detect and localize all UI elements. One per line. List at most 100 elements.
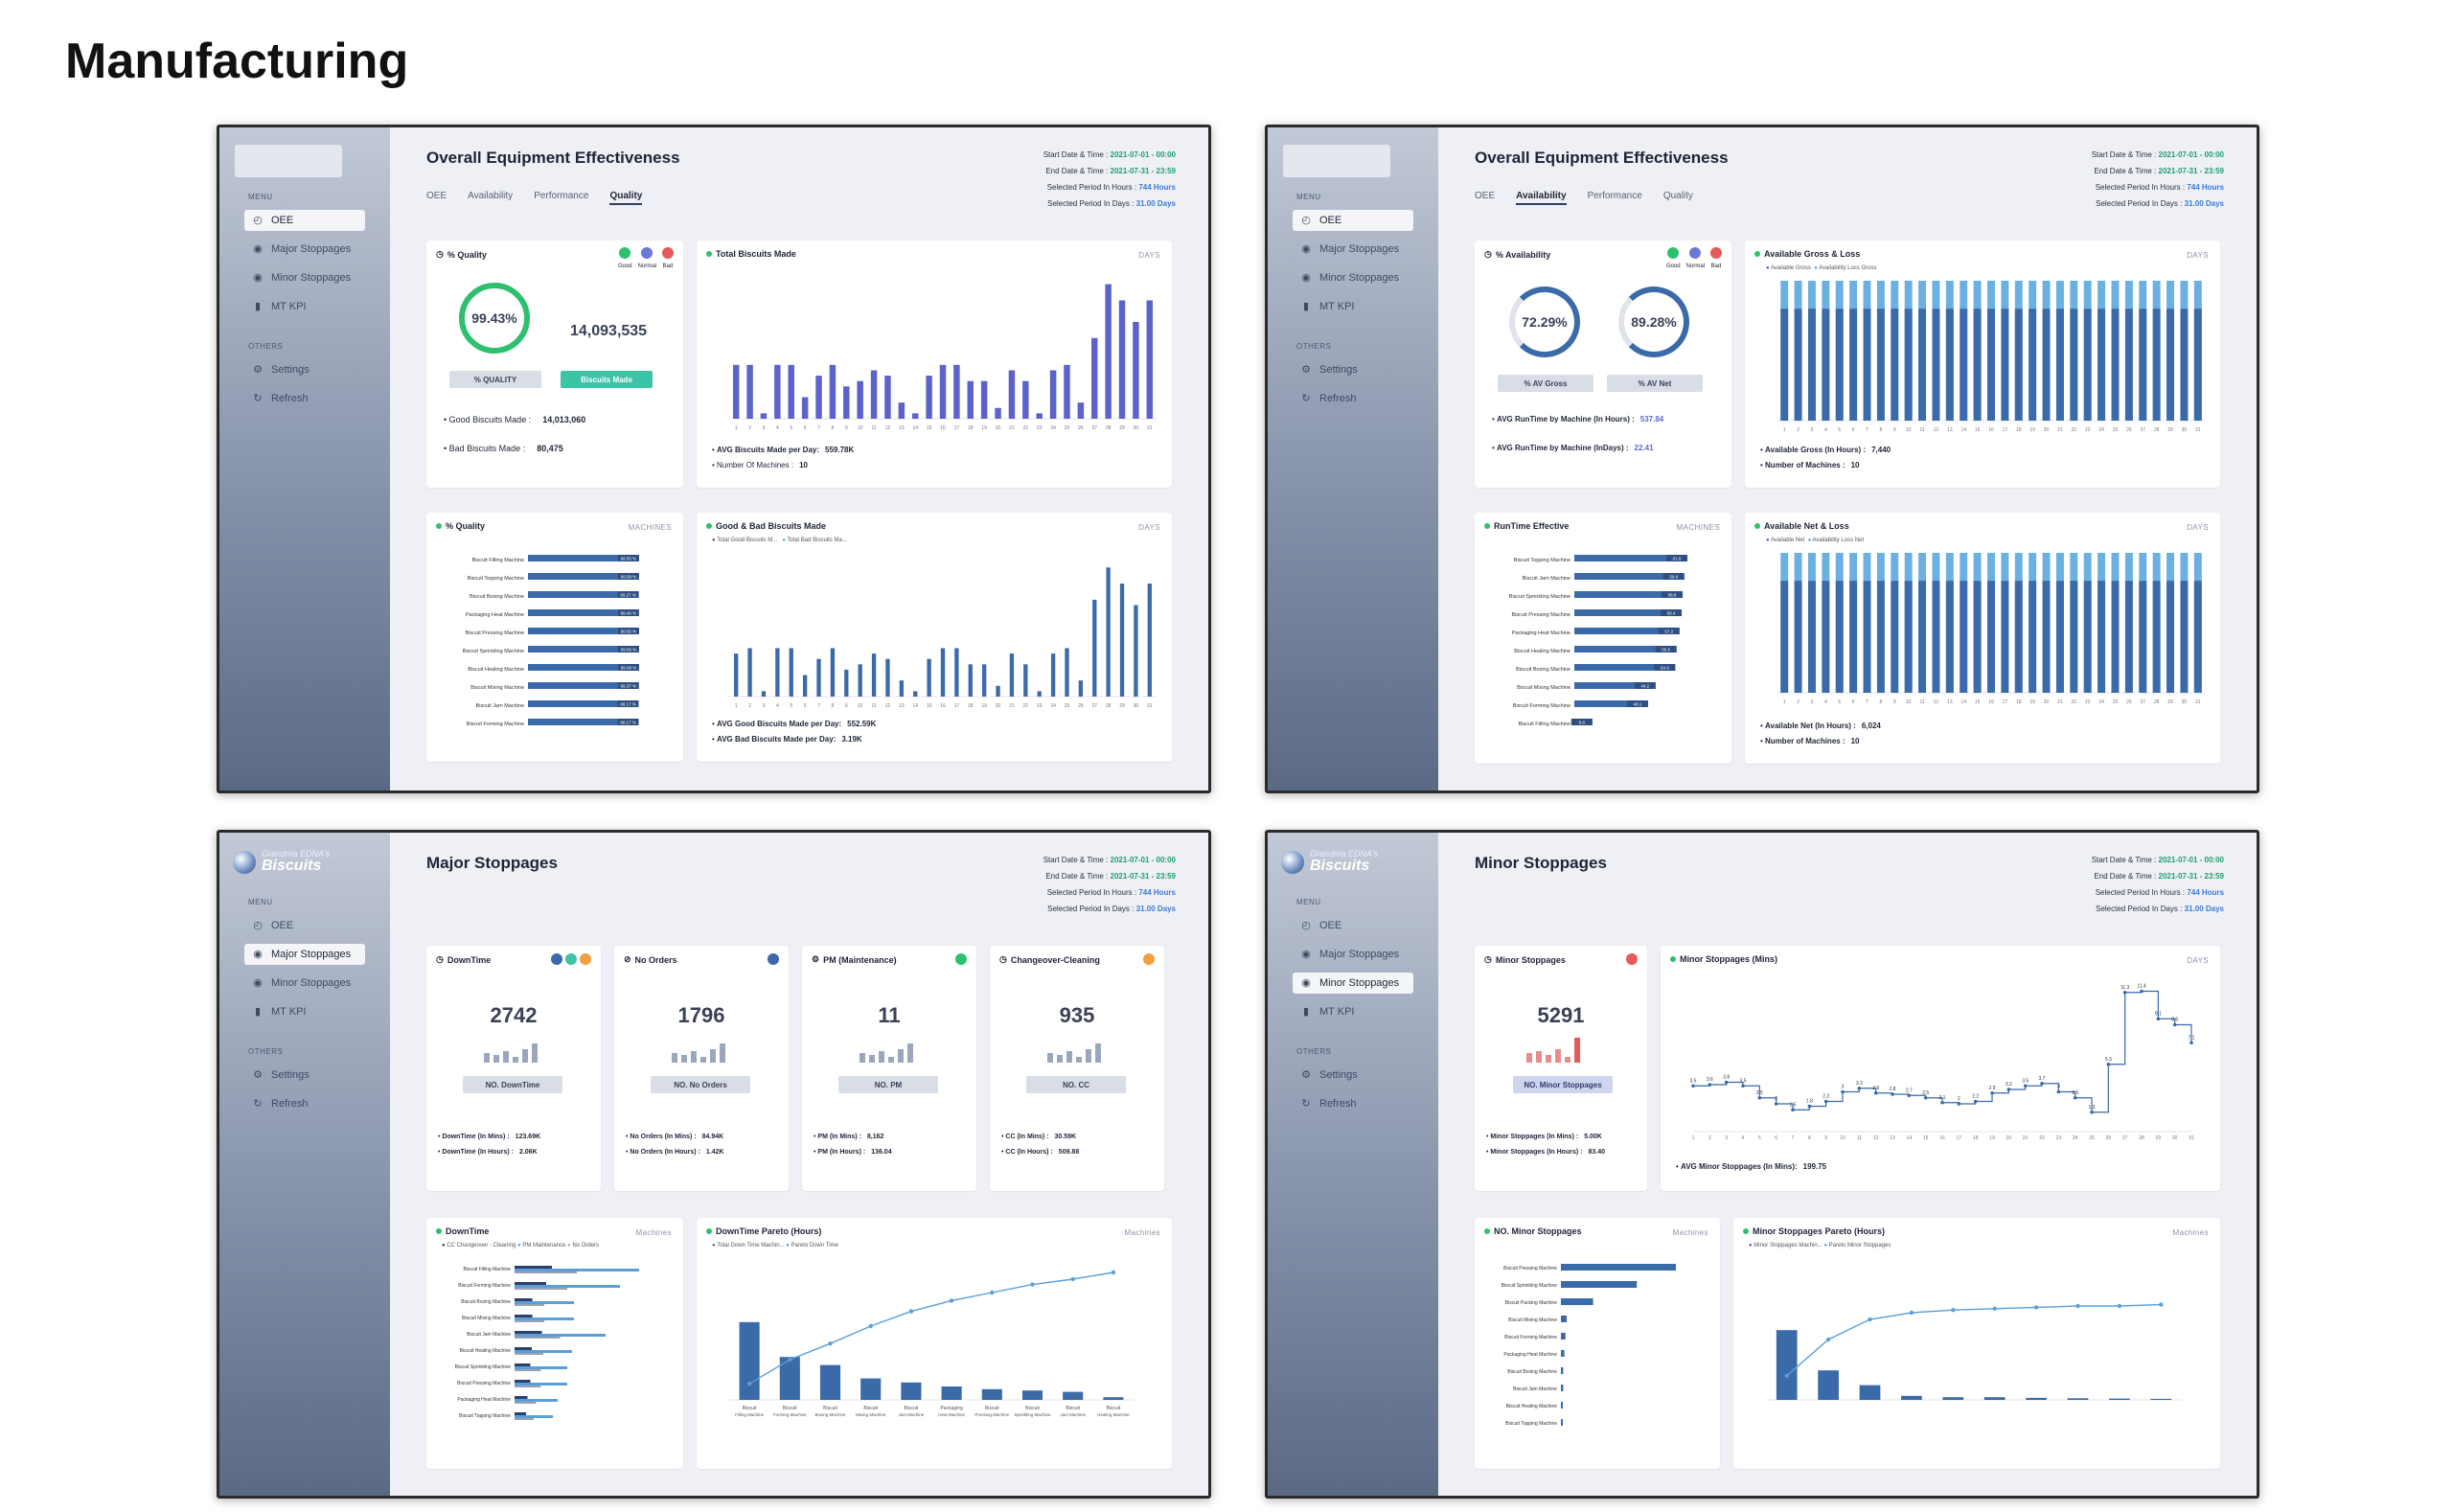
sidebar-item-major-stoppages[interactable]: ◉ Major Stoppages bbox=[1301, 243, 1400, 255]
oee-icon: ◴ bbox=[253, 920, 263, 931]
y-tick-label: Packaging Heat Machine bbox=[457, 1397, 511, 1403]
sidebar-item-refresh[interactable]: ↻ Refresh bbox=[1301, 393, 1357, 404]
data-label: 99.56 % bbox=[621, 648, 637, 653]
x-tick-label: 23 bbox=[2085, 699, 2091, 705]
data-label: 55.6 bbox=[1662, 648, 1670, 653]
bar bbox=[528, 628, 639, 634]
x-tick-label: 2 bbox=[748, 703, 751, 709]
data-label: 3 bbox=[1842, 1085, 1845, 1090]
others-section-label: OTHERS bbox=[1296, 1047, 1332, 1056]
stop-icon: ◉ bbox=[253, 977, 263, 989]
bar bbox=[1960, 309, 1968, 421]
x-tick-label: 25 bbox=[1065, 703, 1070, 709]
sidebar-item-settings[interactable]: ⚙ Settings bbox=[253, 1069, 309, 1081]
y-tick-label: Packaging Heat Machine bbox=[466, 612, 524, 618]
avg-runtime-days: • AVG RunTime by Machine (InDays) :22.41 bbox=[1492, 444, 1654, 452]
sidebar-item-settings[interactable]: ⚙ Settings bbox=[1301, 1069, 1358, 1081]
sidebar-item-minor-stoppages[interactable]: ◉ Minor Stoppages bbox=[253, 272, 352, 284]
stop-icon: ◉ bbox=[1301, 977, 1311, 989]
bar bbox=[760, 413, 768, 419]
bar bbox=[1973, 309, 1982, 421]
tab-performance[interactable]: Performance bbox=[1587, 191, 1642, 201]
bar bbox=[844, 669, 849, 697]
x-tick-label: 18 bbox=[1973, 1135, 1979, 1141]
x-tick-label: 4 bbox=[1824, 699, 1827, 705]
sidebar-item-oee[interactable]: ◴ OEE bbox=[1293, 210, 1413, 231]
pareto-point bbox=[788, 1357, 792, 1363]
availability-card: ◷% Availability Good Normal Bad 72.29% 8… bbox=[1475, 241, 1731, 488]
x-tick-label: 11 bbox=[871, 425, 876, 431]
tab-oee[interactable]: OEE bbox=[426, 191, 447, 201]
bar bbox=[789, 648, 793, 697]
sidebar-item-oee[interactable]: ◴ OEE bbox=[244, 210, 365, 231]
x-tick-label: 17 bbox=[2003, 699, 2008, 705]
tab-quality[interactable]: Quality bbox=[1662, 191, 1693, 201]
sidebar-item-refresh[interactable]: ↻ Refresh bbox=[1301, 1098, 1357, 1110]
x-tick-label: Biscuit bbox=[1025, 1406, 1040, 1411]
others-section-label: OTHERS bbox=[248, 1047, 284, 1056]
bar bbox=[1863, 309, 1871, 421]
dashboard-title: Major Stoppages bbox=[426, 854, 558, 872]
sidebar-item-refresh[interactable]: ↻ Refresh bbox=[253, 393, 309, 404]
x-tick-label: 9 bbox=[845, 425, 848, 431]
tab-availability[interactable]: Availability bbox=[1516, 191, 1567, 205]
data-label: 1.8 bbox=[1806, 1099, 1813, 1105]
bar-pm bbox=[515, 1334, 606, 1337]
sidebar-item-mt-kpi[interactable]: ▮ MT KPI bbox=[244, 296, 365, 317]
tab-performance[interactable]: Performance bbox=[534, 191, 589, 201]
gear-icon: ⚙ bbox=[1301, 1069, 1311, 1081]
sidebar-item-settings[interactable]: ⚙ Settings bbox=[1301, 364, 1358, 376]
x-tick-label: 16 bbox=[1939, 1135, 1945, 1141]
line-point bbox=[1907, 1093, 1912, 1098]
bar bbox=[2124, 309, 2133, 421]
bar bbox=[775, 648, 780, 697]
y-tick-label: Biscuit Sprinkling Machine bbox=[463, 649, 524, 654]
x-tick-label: 8 bbox=[1880, 427, 1883, 433]
bar bbox=[1574, 609, 1683, 616]
line-point bbox=[1757, 1095, 1762, 1100]
x-tick-label: 1 bbox=[735, 703, 738, 709]
sidebar-item-major-stoppages[interactable]: ◉ Major Stoppages bbox=[253, 243, 352, 255]
tab-oee[interactable]: OEE bbox=[1475, 191, 1496, 201]
status-dot bbox=[1143, 953, 1155, 965]
data-label: 1.5 bbox=[1790, 1102, 1797, 1108]
sidebar-item-minor-stoppages[interactable]: ◉ Minor Stoppages bbox=[253, 977, 352, 989]
sidebar-item-mt-kpi[interactable]: ▮ MT KPI bbox=[244, 1001, 365, 1022]
bar bbox=[1574, 682, 1656, 689]
pm-icon: ⚙ bbox=[812, 954, 820, 964]
sidebar-item-major-stoppages[interactable]: ◉ Major Stoppages bbox=[244, 944, 365, 965]
gear-icon: ⚙ bbox=[253, 364, 263, 376]
data-label-bg bbox=[617, 682, 639, 689]
x-tick-label: Biscuit bbox=[985, 1406, 999, 1411]
bar bbox=[2139, 309, 2147, 421]
bar bbox=[913, 691, 918, 697]
sidebar-item-mt-kpi[interactable]: ▮ MT KPI bbox=[1293, 1001, 1413, 1022]
bar bbox=[1918, 581, 1927, 693]
tab-quality[interactable]: Quality bbox=[609, 191, 643, 205]
x-tick-label: 14 bbox=[1907, 1135, 1913, 1141]
minor-pareto-card: Minor Stoppages Pareto (Hours) Machines … bbox=[1733, 1218, 2220, 1469]
x-tick-label: 18 bbox=[968, 425, 974, 431]
x-tick-label: 31 bbox=[2189, 1135, 2194, 1141]
data-label: 99.46 % bbox=[621, 611, 637, 616]
sidebar-item-refresh[interactable]: ↻ Refresh bbox=[253, 1098, 309, 1110]
sidebar-item-mt-kpi[interactable]: ▮ MT KPI bbox=[1293, 296, 1413, 317]
sidebar-item-oee[interactable]: ◴ OEE bbox=[1301, 920, 1342, 931]
sidebar-item-minor-stoppages[interactable]: ◉ Minor Stoppages bbox=[1301, 272, 1400, 284]
data-label: 3 bbox=[2057, 1085, 2060, 1090]
y-tick-label: Biscuit Packing Machine bbox=[1505, 1300, 1557, 1306]
sidebar-item-major-stoppages[interactable]: ◉ Major Stoppages bbox=[1301, 949, 1400, 960]
bar bbox=[2139, 581, 2147, 693]
bar bbox=[860, 1378, 882, 1400]
downtime-hours-stat: • DownTime (In Hours) :2.06K bbox=[438, 1149, 538, 1156]
sidebar-item-minor-stoppages[interactable]: ◉ Minor Stoppages bbox=[1293, 973, 1413, 994]
y-tick-label: Biscuit Healing Machine bbox=[1506, 1404, 1558, 1409]
tab-availability[interactable]: Availability bbox=[468, 191, 514, 201]
sidebar-item-oee[interactable]: ◴ OEE bbox=[253, 920, 294, 931]
x-tick-label: 16 bbox=[940, 703, 946, 709]
changeover-icon: ◷ bbox=[999, 954, 1007, 964]
bar bbox=[1561, 1367, 1564, 1374]
bar bbox=[1835, 581, 1844, 693]
sidebar-item-settings[interactable]: ⚙ Settings bbox=[253, 364, 309, 376]
good-biscuits-stat: • Good Biscuits Made :14,013,060 bbox=[444, 415, 586, 424]
